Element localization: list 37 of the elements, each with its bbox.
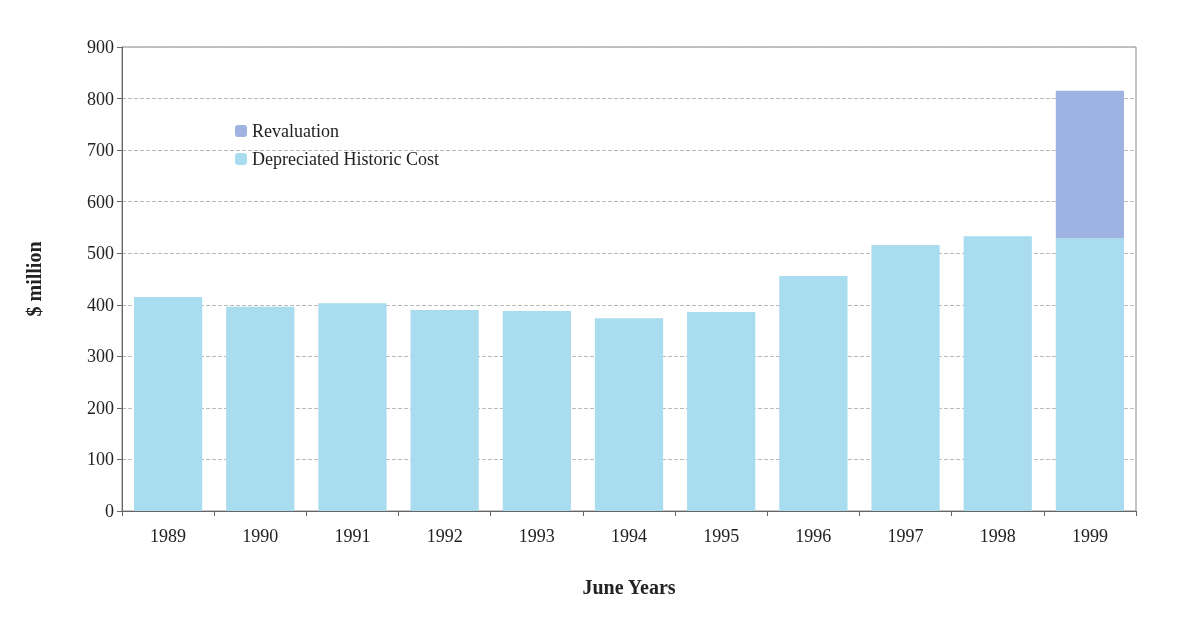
- x-tick-label: 1996: [795, 526, 832, 546]
- y-tick-label: 0: [105, 501, 114, 521]
- bar: [1055, 238, 1125, 511]
- legend-label: Depreciated Historic Cost: [252, 149, 439, 169]
- bar: [871, 244, 940, 511]
- x-tick-label: 1990: [242, 526, 279, 546]
- x-axis-title: June Years: [582, 576, 676, 598]
- x-tick-label: 1995: [703, 526, 740, 546]
- y-tick-label: 700: [87, 140, 114, 161]
- bar: [963, 236, 1032, 511]
- y-tick-label: 600: [87, 191, 114, 212]
- legend-label: Revaluation: [252, 121, 339, 141]
- y-tick-label: 200: [87, 397, 114, 418]
- x-tick-label: 1992: [426, 526, 463, 546]
- bar: [502, 310, 571, 511]
- bar: [226, 306, 295, 511]
- y-tick-label: 800: [87, 88, 114, 109]
- x-tick-label: 1998: [979, 526, 1016, 546]
- y-tick-label: 500: [87, 243, 114, 264]
- x-tick-label: 1993: [518, 526, 555, 546]
- bar: [133, 297, 203, 511]
- x-tick-label: 1989: [150, 526, 187, 546]
- x-tick-label: 1997: [887, 526, 924, 546]
- x-tick-label: 1999: [1071, 526, 1108, 546]
- y-axis-title: $ million: [23, 241, 45, 317]
- bar: [779, 275, 848, 511]
- bar: [594, 318, 664, 511]
- bar: [410, 309, 479, 511]
- y-tick-label: 400: [87, 294, 114, 315]
- bar: [318, 303, 387, 511]
- x-tick-label: 1991: [334, 526, 371, 546]
- x-tick-label: 1994: [611, 526, 647, 546]
- y-tick-label: 900: [87, 37, 114, 57]
- bar: [687, 312, 756, 511]
- bar: [1055, 90, 1125, 239]
- y-tick-label: 300: [87, 346, 114, 367]
- y-tick-label: 100: [87, 449, 114, 470]
